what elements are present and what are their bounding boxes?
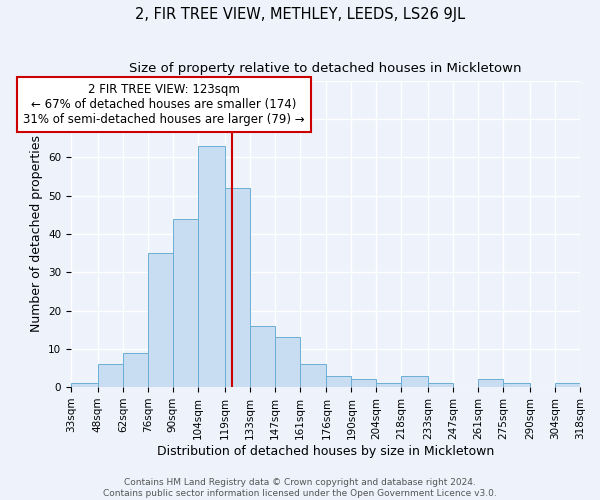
X-axis label: Distribution of detached houses by size in Mickletown: Distribution of detached houses by size … xyxy=(157,444,494,458)
Bar xyxy=(478,380,503,387)
Text: 2, FIR TREE VIEW, METHLEY, LEEDS, LS26 9JL: 2, FIR TREE VIEW, METHLEY, LEEDS, LS26 9… xyxy=(135,8,465,22)
Bar xyxy=(376,384,401,387)
Y-axis label: Number of detached properties: Number of detached properties xyxy=(29,136,43,332)
Bar xyxy=(326,376,352,387)
Title: Size of property relative to detached houses in Mickletown: Size of property relative to detached ho… xyxy=(129,62,522,76)
Bar xyxy=(503,384,530,387)
Bar xyxy=(98,364,123,387)
Bar xyxy=(250,326,275,387)
Bar xyxy=(173,218,198,387)
Bar xyxy=(352,380,376,387)
Bar xyxy=(555,384,580,387)
Bar xyxy=(123,352,148,387)
Bar xyxy=(148,253,173,387)
Bar xyxy=(71,384,98,387)
Bar xyxy=(224,188,250,387)
Bar xyxy=(275,338,299,387)
Bar xyxy=(428,384,453,387)
Bar xyxy=(299,364,326,387)
Text: Contains HM Land Registry data © Crown copyright and database right 2024.
Contai: Contains HM Land Registry data © Crown c… xyxy=(103,478,497,498)
Text: 2 FIR TREE VIEW: 123sqm
← 67% of detached houses are smaller (174)
31% of semi-d: 2 FIR TREE VIEW: 123sqm ← 67% of detache… xyxy=(23,82,305,126)
Bar xyxy=(198,146,224,387)
Bar xyxy=(401,376,428,387)
